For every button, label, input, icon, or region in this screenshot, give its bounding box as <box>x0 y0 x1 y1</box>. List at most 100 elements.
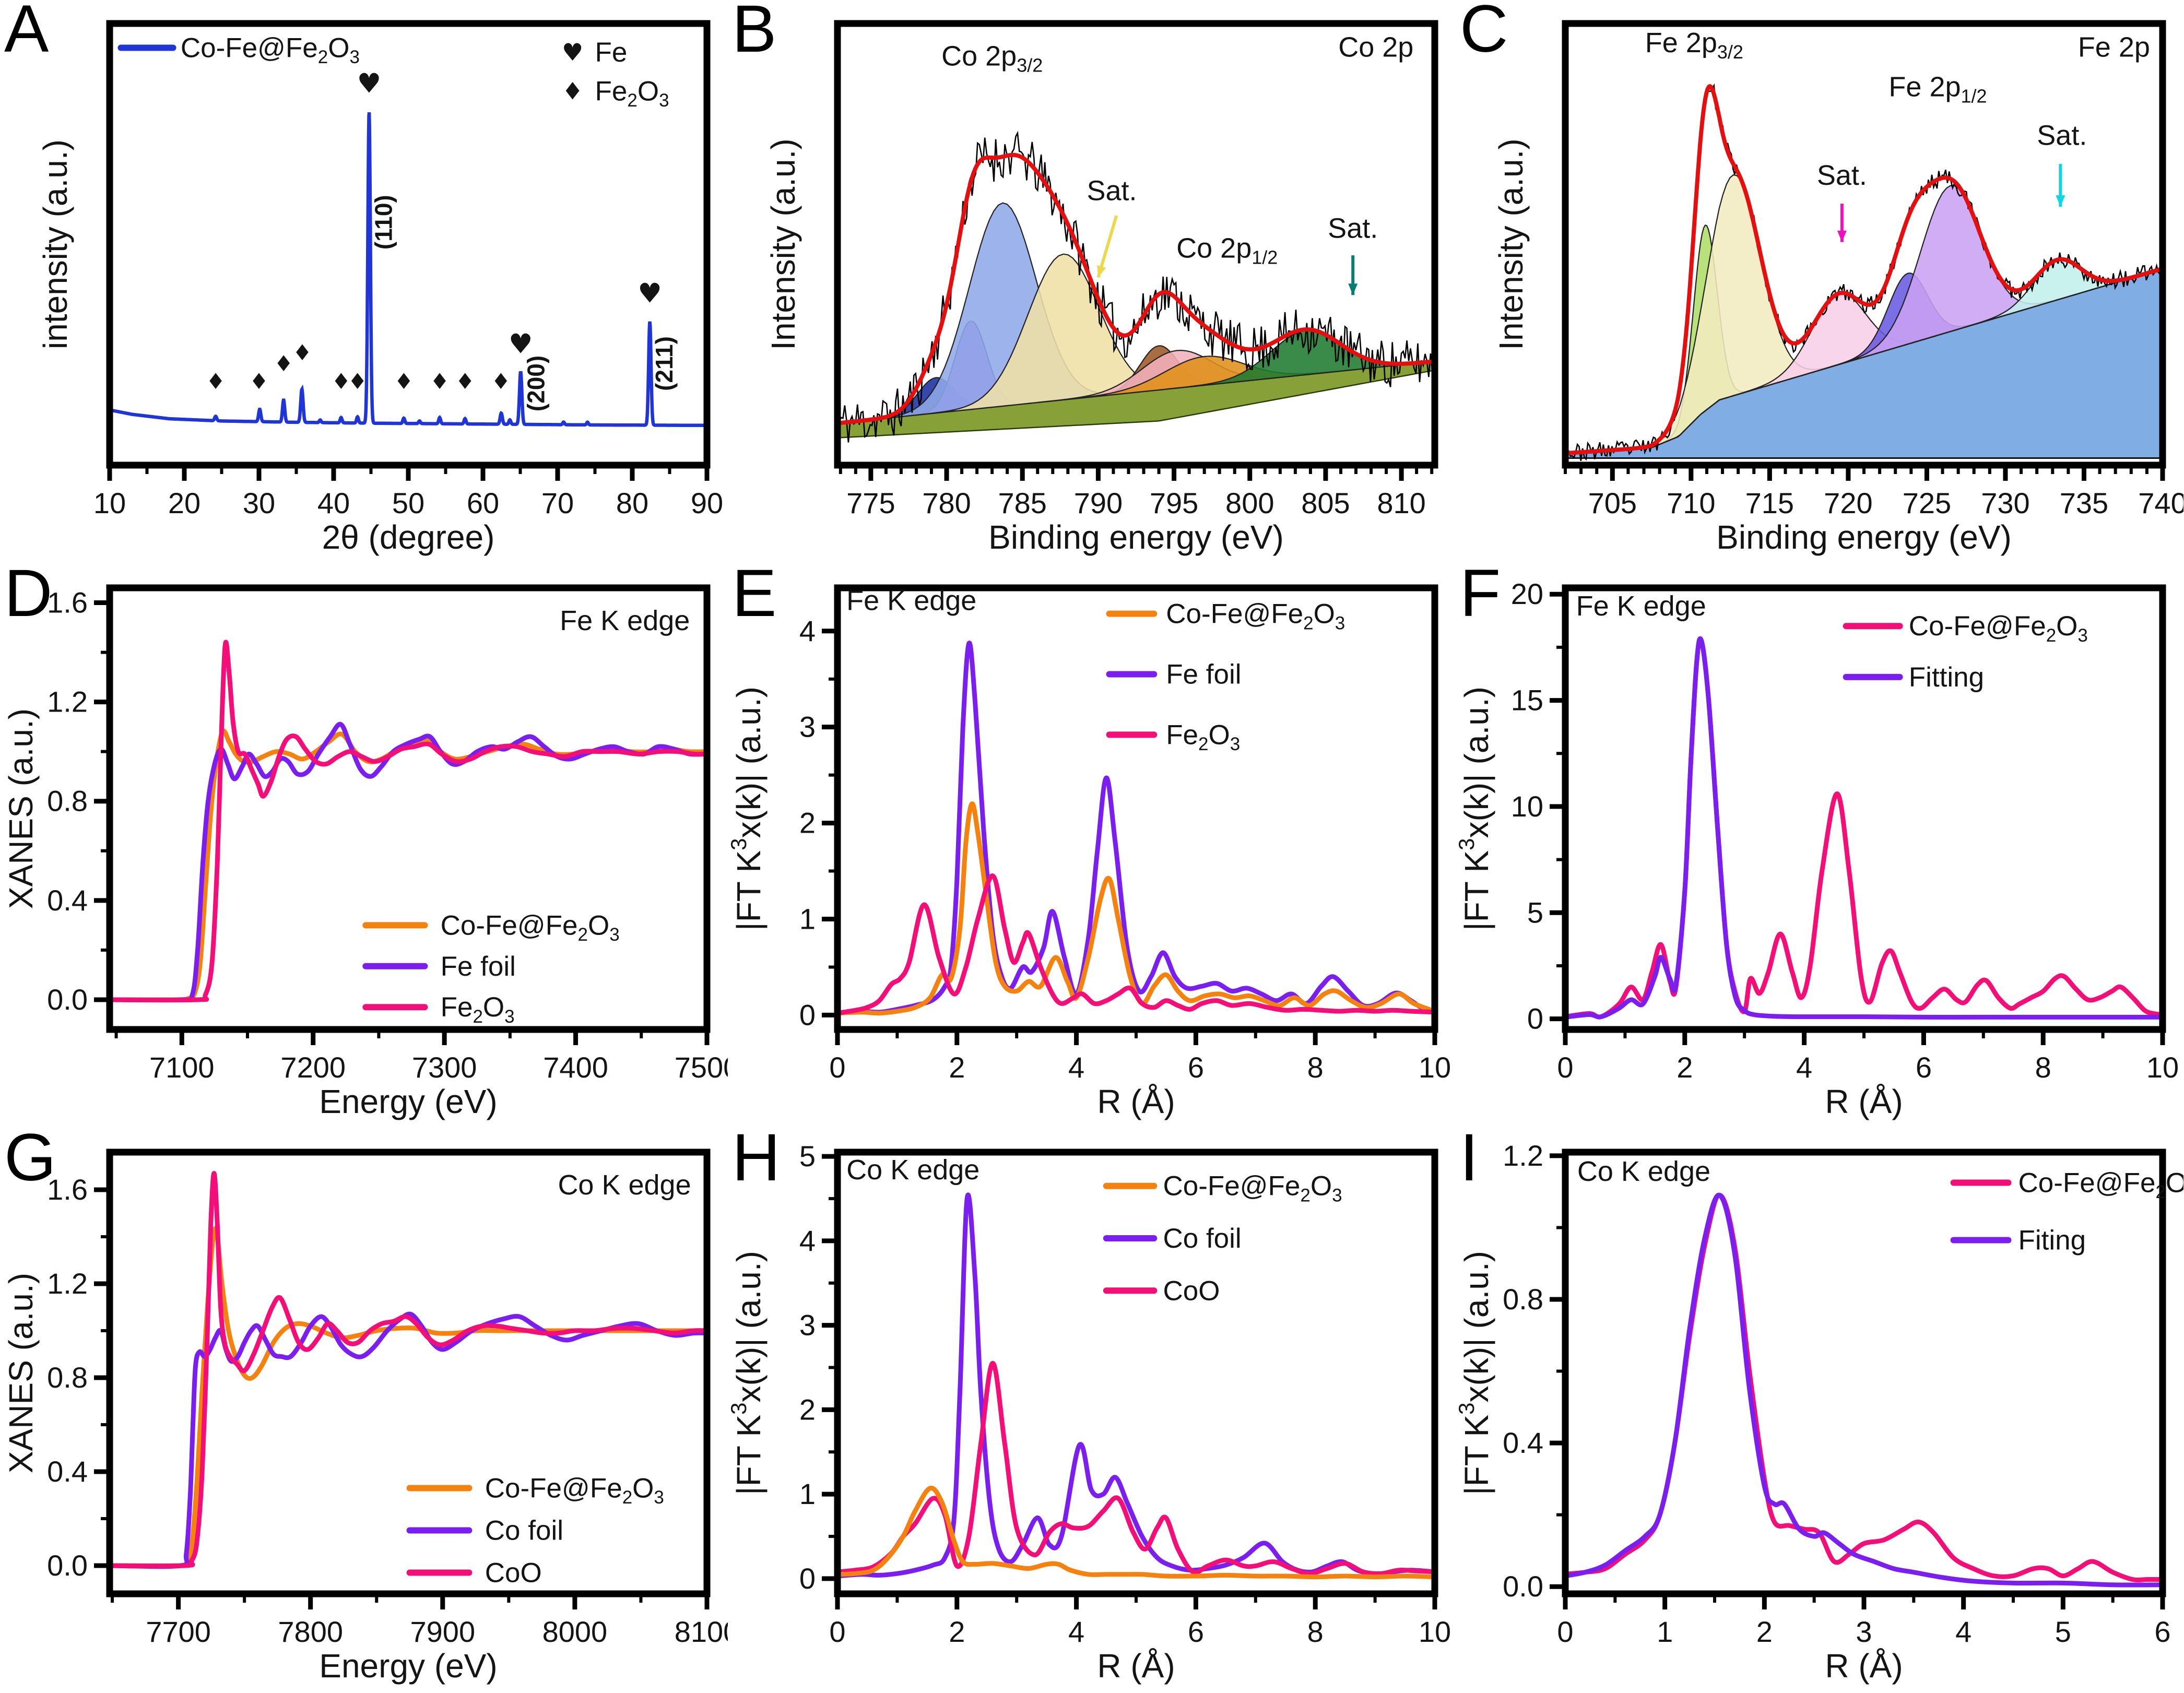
panel-C: C 705 710 715 720 725 730 735 740 Binding energy … <box>1456 0 2184 564</box>
x-axis-label: R (Å) <box>1825 1647 1903 1685</box>
panel-I-letter: I <box>1460 1129 1479 1195</box>
x-tick-label: 8 <box>2035 1051 2051 1084</box>
x-tick-label: 20 <box>168 487 200 519</box>
panel-A: A ♥ ♥ ♥ ♦ ♦ ♦ ♦ ♦ ♦ ♦ ♦ ♦ ♦ 10 20 30 40 50 60 70 80 90 2θ (degr… <box>0 0 728 564</box>
x-tick-label: 30 <box>243 487 275 519</box>
plot-annotation: Fe 2p3/2 <box>1645 27 1743 63</box>
legend-marker-icon: ♦ <box>562 77 583 105</box>
panel-E-letter: E <box>732 564 777 631</box>
x-tick-label: 775 <box>846 487 895 519</box>
heart-marker: ♥ <box>509 329 533 360</box>
x-tick-label: 7100 <box>149 1051 215 1084</box>
plot-annotation: Sat. <box>1328 212 1378 244</box>
plot-annotation: Sat. <box>1087 175 1137 206</box>
y-tick-label: 0.4 <box>1503 1426 1543 1459</box>
legend-label: Co-Fe@Fe2O3 <box>441 910 620 945</box>
y-axis-label: |FT K3x(k)| (a.u.) <box>728 1251 768 1495</box>
y-tick-label: 1 <box>799 903 816 936</box>
x-tick-label: 6 <box>1916 1051 1932 1084</box>
diamond-marker: ♦ <box>249 369 269 394</box>
y-tick-label: 1 <box>799 1477 816 1510</box>
x-tick-label: 40 <box>317 487 350 519</box>
y-axis-label: XANES (a.u.) <box>2 1273 40 1473</box>
legend-label: Fe foil <box>1166 659 1241 690</box>
x-tick-label: 4 <box>1796 1051 1812 1084</box>
legend-label: Fe <box>595 37 628 68</box>
y-tick-label: 0.0 <box>47 1549 88 1582</box>
legend-label: Fe2O3 <box>441 992 515 1027</box>
legend-label: Co foil <box>1163 1223 1241 1254</box>
x-tick-label: 8 <box>1307 1051 1324 1084</box>
x-axis-label: R (Å) <box>1097 1083 1175 1120</box>
x-tick-label: 8000 <box>542 1615 608 1648</box>
x-tick-label: 10 <box>1419 1051 1451 1084</box>
plot-annotation: Co K edge <box>846 1154 979 1186</box>
plot-annotation: (211) <box>651 336 678 391</box>
y-axis-label: |FT K3x(k)| (a.u.) <box>1456 1251 1495 1495</box>
panel-C-plot: 705 710 715 720 725 730 735 740 Binding energy (… <box>1492 20 2183 556</box>
y-tick-label: 0.4 <box>47 884 88 917</box>
x-tick-label: 720 <box>1824 487 1872 519</box>
plot-annotation: Fe K edge <box>560 605 690 636</box>
x-tick-label: 715 <box>1745 487 1794 519</box>
y-tick-label: 0 <box>1527 1002 1543 1035</box>
x-tick-label: 1 <box>1657 1615 1673 1648</box>
legend-label: Co-Fe@Fe2O3 <box>181 33 360 68</box>
x-tick-label: 740 <box>2138 487 2183 519</box>
x-tick-label: 5 <box>2055 1615 2071 1648</box>
x-tick-label: 735 <box>2060 487 2108 519</box>
plot-annotation: Sat. <box>2037 120 2087 151</box>
x-tick-label: 800 <box>1225 487 1274 519</box>
panel-I-plot: 0 1 2 3 4 5 6 0.0 0.4 0.8 1.2 R (Å) |FT K3x(k)| (a.u… <box>1456 1139 2183 1685</box>
x-tick-label: 785 <box>998 487 1047 519</box>
x-tick-label: 2 <box>1756 1615 1773 1648</box>
panel-B: B 775 780 785 790 795 800 805 810 Binding energy … <box>728 0 1456 564</box>
plot-annotation: Co 2p1/2 <box>1176 232 1278 268</box>
legend-label: Fe2O3 <box>595 76 669 111</box>
x-tick-label: 60 <box>467 487 499 519</box>
y-tick-label: 5 <box>799 1140 816 1173</box>
plot-annotation: (110) <box>370 195 397 250</box>
panel-D-letter: D <box>4 564 53 631</box>
x-axis-label: R (Å) <box>1097 1647 1175 1685</box>
heart-marker: ♥ <box>357 68 382 99</box>
diamond-marker: ♦ <box>206 369 226 394</box>
x-axis-label: Energy (eV) <box>319 1083 497 1120</box>
x-tick-label: 725 <box>1903 487 1951 519</box>
x-tick-label: 795 <box>1150 487 1198 519</box>
plot-annotation: Co 2p <box>1338 31 1413 63</box>
y-tick-label: 0.0 <box>47 983 88 1016</box>
x-axis-label: Binding energy (eV) <box>988 518 1284 556</box>
plot-annotation: Fe K edge <box>846 585 976 616</box>
x-axis-label: Energy (eV) <box>319 1647 497 1685</box>
y-tick-label: 1.6 <box>47 586 88 619</box>
y-tick-label: 1.2 <box>47 685 88 718</box>
panel-A-letter: A <box>4 0 49 66</box>
diamond-marker: ♦ <box>274 351 293 376</box>
panel-G-letter: G <box>4 1129 56 1195</box>
plot-annotation: Fe 2p <box>2078 31 2150 63</box>
x-tick-label: 2 <box>949 1615 965 1648</box>
y-tick-label: 1.2 <box>1503 1139 1543 1172</box>
legend-label: Co-Fe@Fe2O3 <box>485 1473 664 1508</box>
legend-marker-icon: ♥ <box>562 38 583 66</box>
x-tick-label: 70 <box>541 487 574 519</box>
x-tick-label: 7200 <box>280 1051 346 1084</box>
panel-I: I 0 1 2 3 4 5 6 0.0 0.4 0.8 1.2 R (Å) |FT K3x(k)| (a.… <box>1456 1129 2184 1693</box>
x-tick-label: 10 <box>2146 1051 2179 1084</box>
panel-F: F 0 2 4 6 8 10 0 5 10 15 20 R (Å) |FT K3x(k)| (a.u.) F… <box>1456 564 2184 1129</box>
panel-B-letter: B <box>732 0 777 66</box>
x-tick-label: 4 <box>1068 1615 1084 1648</box>
x-tick-label: 0 <box>1557 1615 1573 1648</box>
legend-label: CoO <box>1163 1275 1220 1306</box>
diamond-marker: ♦ <box>430 369 450 394</box>
legend-label: Co-Fe@Fe2O3 <box>1166 599 1345 634</box>
panel-E-plot: 0 2 4 6 8 10 0 1 2 3 4 R (Å) |FT K3x(k)| (a.u.) Fe K … <box>728 584 1451 1120</box>
y-tick-label: 20 <box>1511 577 1543 610</box>
